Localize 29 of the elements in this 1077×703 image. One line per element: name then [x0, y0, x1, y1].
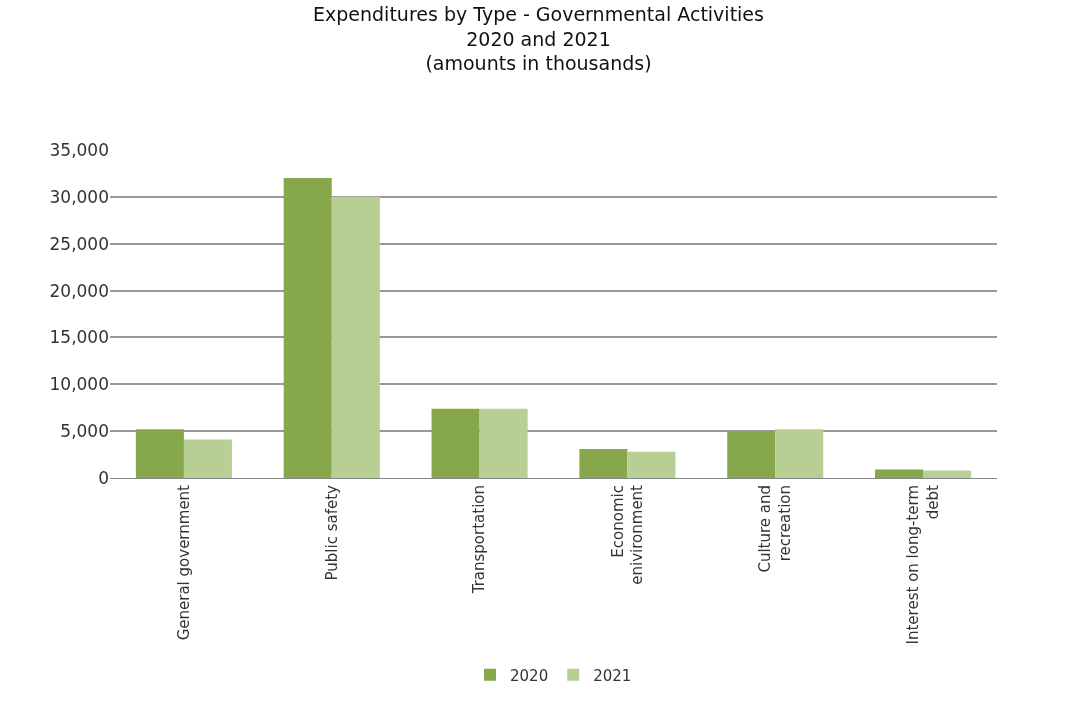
chart-title: Expenditures by Type - Governmental Activities 2020 and 2021 (amounts in thousands)	[313, 3, 764, 75]
bar	[627, 451, 676, 478]
x-tick-label: Public safety	[322, 484, 341, 581]
x-tick-label: Economic enivironment	[608, 484, 647, 585]
x-tick-label: Culture and recreation	[756, 485, 794, 573]
bar	[183, 439, 232, 478]
x-tick-label: General government	[174, 484, 193, 641]
legend-label: 2020	[510, 666, 549, 685]
y-tick-label: 25,000	[49, 233, 109, 254]
y-tick-label: 15,000	[49, 327, 109, 348]
bar	[283, 178, 332, 478]
bar	[923, 470, 972, 478]
bar	[875, 469, 924, 478]
bar	[331, 196, 380, 478]
x-tick-label: Interest on long-term debt	[904, 484, 942, 645]
bar	[727, 431, 776, 478]
x-tick-label: Transportation	[470, 485, 489, 595]
bar	[579, 448, 628, 478]
bar	[431, 408, 480, 478]
y-tick-label: 20,000	[49, 280, 109, 301]
bar	[479, 408, 528, 478]
y-tick-label: 10,000	[49, 374, 109, 395]
y-tick-label: 0	[98, 467, 109, 488]
y-tick-label: 30,000	[49, 186, 109, 207]
bar	[135, 429, 184, 478]
y-tick-label: 35,000	[49, 139, 109, 160]
bar	[775, 429, 824, 478]
legend-label: 2021	[593, 666, 632, 685]
y-tick-label: 5,000	[60, 421, 109, 442]
